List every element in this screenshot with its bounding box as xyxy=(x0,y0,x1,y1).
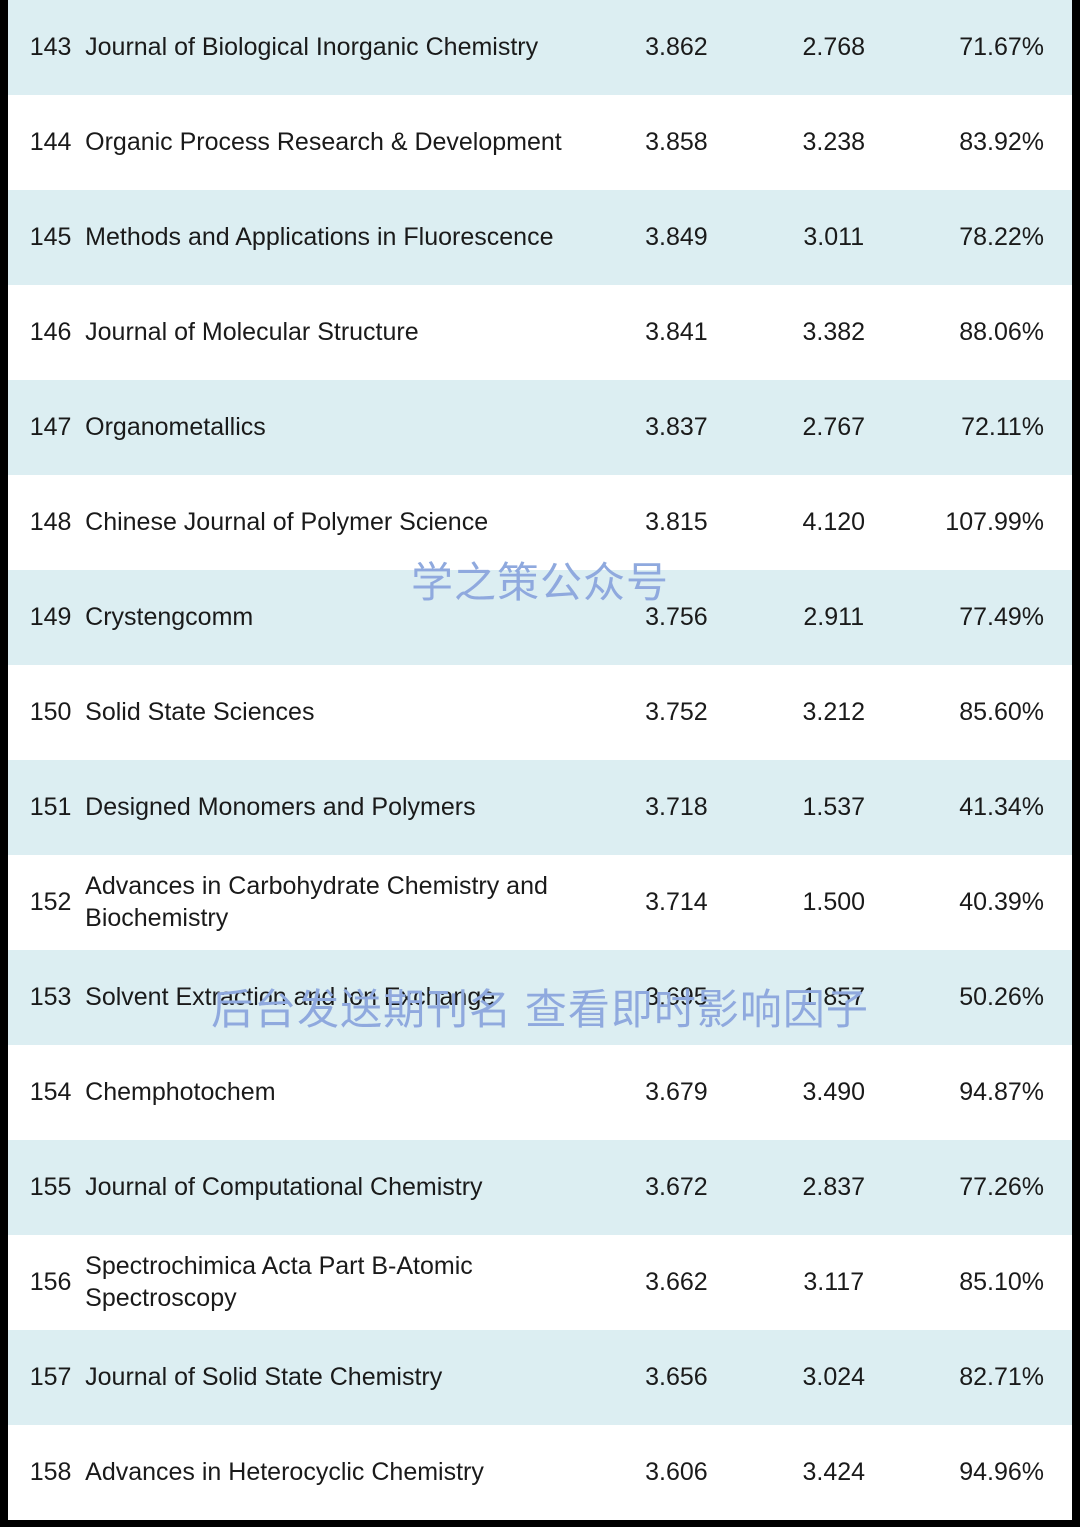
journal-table: 143Journal of Biological Inorganic Chemi… xyxy=(8,0,1072,1520)
cell-rank: 144 xyxy=(8,95,75,190)
cell-value2: 1.857 xyxy=(755,950,912,1045)
cell-name: Journal of Biological Inorganic Chemistr… xyxy=(75,0,598,95)
cell-rank: 157 xyxy=(8,1330,75,1425)
cell-name: Journal of Solid State Chemistry xyxy=(75,1330,598,1425)
cell-percent: 83.92% xyxy=(912,95,1072,190)
table-row: 158Advances in Heterocyclic Chemistry3.6… xyxy=(8,1425,1072,1520)
cell-rank: 155 xyxy=(8,1140,75,1235)
cell-value2: 1.537 xyxy=(755,760,912,855)
table-row: 143Journal of Biological Inorganic Chemi… xyxy=(8,0,1072,95)
cell-rank: 153 xyxy=(8,950,75,1045)
cell-percent: 78.22% xyxy=(912,190,1072,285)
cell-value1: 3.841 xyxy=(598,285,755,380)
table-row: 153Solvent Extraction and Ion Exchange3.… xyxy=(8,950,1072,1045)
cell-value2: 3.117 xyxy=(755,1235,912,1330)
cell-value1: 3.752 xyxy=(598,665,755,760)
cell-rank: 148 xyxy=(8,475,75,570)
cell-percent: 77.49% xyxy=(912,570,1072,665)
cell-rank: 156 xyxy=(8,1235,75,1330)
cell-percent: 85.60% xyxy=(912,665,1072,760)
cell-value2: 3.011 xyxy=(755,190,912,285)
cell-rank: 154 xyxy=(8,1045,75,1140)
table-row: 156Spectrochimica Acta Part B-Atomic Spe… xyxy=(8,1235,1072,1330)
cell-value2: 2.911 xyxy=(755,570,912,665)
cell-value1: 3.718 xyxy=(598,760,755,855)
cell-value1: 3.679 xyxy=(598,1045,755,1140)
cell-name: Methods and Applications in Fluorescence xyxy=(75,190,598,285)
cell-value1: 3.858 xyxy=(598,95,755,190)
cell-value2: 3.424 xyxy=(755,1425,912,1520)
cell-percent: 50.26% xyxy=(912,950,1072,1045)
cell-value1: 3.815 xyxy=(598,475,755,570)
cell-percent: 85.10% xyxy=(912,1235,1072,1330)
cell-value2: 4.120 xyxy=(755,475,912,570)
cell-value2: 3.212 xyxy=(755,665,912,760)
cell-value1: 3.849 xyxy=(598,190,755,285)
table-row: 149Crystengcomm3.7562.91177.49% xyxy=(8,570,1072,665)
cell-rank: 145 xyxy=(8,190,75,285)
table-row: 150Solid State Sciences3.7523.21285.60% xyxy=(8,665,1072,760)
cell-value2: 3.024 xyxy=(755,1330,912,1425)
cell-percent: 71.67% xyxy=(912,0,1072,95)
cell-percent: 40.39% xyxy=(912,855,1072,950)
cell-name: Organometallics xyxy=(75,380,598,475)
table-row: 148Chinese Journal of Polymer Science3.8… xyxy=(8,475,1072,570)
cell-value1: 3.662 xyxy=(598,1235,755,1330)
cell-rank: 150 xyxy=(8,665,75,760)
cell-name: Solvent Extraction and Ion Exchange xyxy=(75,950,598,1045)
cell-rank: 149 xyxy=(8,570,75,665)
cell-name: Advances in Heterocyclic Chemistry xyxy=(75,1425,598,1520)
cell-value1: 3.656 xyxy=(598,1330,755,1425)
cell-rank: 143 xyxy=(8,0,75,95)
cell-name: Chemphotochem xyxy=(75,1045,598,1140)
cell-percent: 41.34% xyxy=(912,760,1072,855)
cell-name: Crystengcomm xyxy=(75,570,598,665)
cell-value1: 3.837 xyxy=(598,380,755,475)
journal-table-container: 143Journal of Biological Inorganic Chemi… xyxy=(0,0,1080,1520)
table-row: 151Designed Monomers and Polymers3.7181.… xyxy=(8,760,1072,855)
table-row: 155Journal of Computational Chemistry3.6… xyxy=(8,1140,1072,1235)
cell-name: Designed Monomers and Polymers xyxy=(75,760,598,855)
cell-rank: 147 xyxy=(8,380,75,475)
cell-name: Chinese Journal of Polymer Science xyxy=(75,475,598,570)
cell-value1: 3.714 xyxy=(598,855,755,950)
cell-value2: 1.500 xyxy=(755,855,912,950)
cell-rank: 151 xyxy=(8,760,75,855)
table-row: 145Methods and Applications in Fluoresce… xyxy=(8,190,1072,285)
cell-name: Solid State Sciences xyxy=(75,665,598,760)
cell-percent: 77.26% xyxy=(912,1140,1072,1235)
table-row: 157Journal of Solid State Chemistry3.656… xyxy=(8,1330,1072,1425)
table-row: 146Journal of Molecular Structure3.8413.… xyxy=(8,285,1072,380)
cell-value2: 2.837 xyxy=(755,1140,912,1235)
cell-name: Organic Process Research & Development xyxy=(75,95,598,190)
table-row: 154Chemphotochem3.6793.49094.87% xyxy=(8,1045,1072,1140)
cell-rank: 146 xyxy=(8,285,75,380)
cell-name: Advances in Carbohydrate Chemistry and B… xyxy=(75,855,598,950)
cell-value2: 3.382 xyxy=(755,285,912,380)
cell-rank: 158 xyxy=(8,1425,75,1520)
cell-name: Journal of Computational Chemistry xyxy=(75,1140,598,1235)
cell-value2: 3.490 xyxy=(755,1045,912,1140)
cell-value2: 3.238 xyxy=(755,95,912,190)
cell-value1: 3.672 xyxy=(598,1140,755,1235)
cell-value1: 3.862 xyxy=(598,0,755,95)
table-row: 147Organometallics3.8372.76772.11% xyxy=(8,380,1072,475)
table-row: 144Organic Process Research & Developmen… xyxy=(8,95,1072,190)
cell-value1: 3.756 xyxy=(598,570,755,665)
cell-percent: 94.87% xyxy=(912,1045,1072,1140)
cell-value1: 3.606 xyxy=(598,1425,755,1520)
cell-percent: 72.11% xyxy=(912,380,1072,475)
cell-value2: 2.768 xyxy=(755,0,912,95)
cell-percent: 88.06% xyxy=(912,285,1072,380)
cell-percent: 94.96% xyxy=(912,1425,1072,1520)
cell-name: Journal of Molecular Structure xyxy=(75,285,598,380)
cell-name: Spectrochimica Acta Part B-Atomic Spectr… xyxy=(75,1235,598,1330)
journal-table-body: 143Journal of Biological Inorganic Chemi… xyxy=(8,0,1072,1520)
cell-value1: 3.695 xyxy=(598,950,755,1045)
table-row: 152Advances in Carbohydrate Chemistry an… xyxy=(8,855,1072,950)
cell-percent: 82.71% xyxy=(912,1330,1072,1425)
cell-rank: 152 xyxy=(8,855,75,950)
cell-percent: 107.99% xyxy=(912,475,1072,570)
cell-value2: 2.767 xyxy=(755,380,912,475)
